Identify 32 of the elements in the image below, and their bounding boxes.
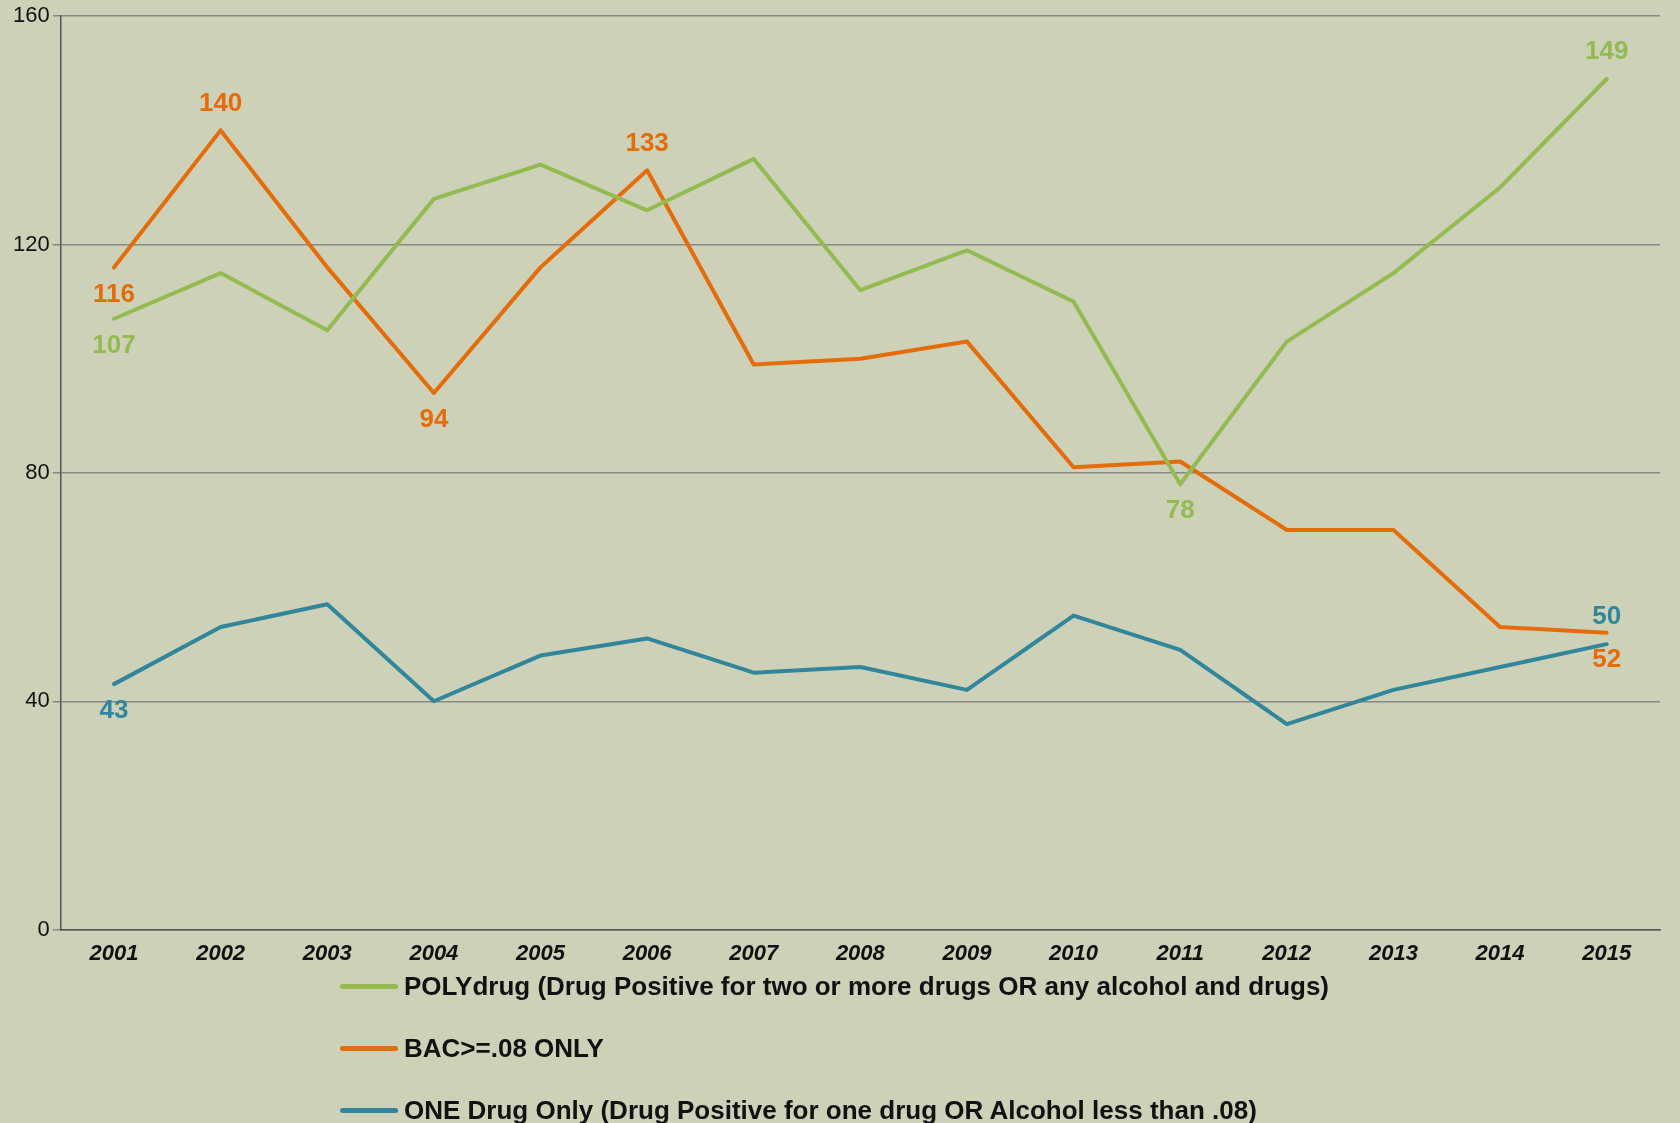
data-label: 78: [1165, 494, 1195, 525]
y-tick-label: 40: [25, 687, 50, 713]
data-label: 149: [1584, 35, 1629, 66]
x-tick-label: 2010: [1048, 939, 1099, 965]
data-label: 52: [1592, 642, 1622, 673]
x-tick-label: 2006: [621, 939, 673, 965]
x-tick-label: 2012: [1261, 939, 1313, 965]
y-tick-label: 160: [12, 2, 50, 28]
data-label: 107: [92, 328, 136, 359]
data-label: 43: [99, 694, 129, 725]
legend-label: POLYdrug (Drug Positive for two or more drugs OR any alcohol and drugs): [404, 970, 1330, 1002]
x-tick-label: 2005: [515, 939, 566, 965]
data-label: 116: [93, 277, 135, 308]
x-tick-label: 2008: [834, 939, 886, 965]
data-label: 140: [198, 86, 243, 117]
x-tick-label: 2013: [1367, 939, 1418, 965]
x-tick-label: 2014: [1474, 939, 1525, 965]
x-tick-label: 2004: [408, 939, 459, 965]
data-label: 94: [419, 403, 449, 434]
y-tick-label: 0: [37, 915, 50, 941]
legend-label: BAC>=.08 ONLY: [404, 1032, 604, 1064]
x-tick-label: 2001: [88, 939, 139, 965]
x-tick-label: 2011: [1155, 939, 1204, 965]
x-tick-label: 2003: [301, 939, 352, 965]
x-tick-label: 2015: [1581, 939, 1632, 965]
x-tick-label: 2007: [728, 939, 780, 965]
data-label: 133: [625, 126, 669, 157]
x-tick-label: 2009: [941, 939, 993, 965]
x-tick-label: 2002: [195, 939, 246, 965]
y-tick-label: 80: [25, 458, 50, 484]
y-tick-label: 120: [12, 230, 50, 256]
data-label: 50: [1592, 600, 1622, 631]
